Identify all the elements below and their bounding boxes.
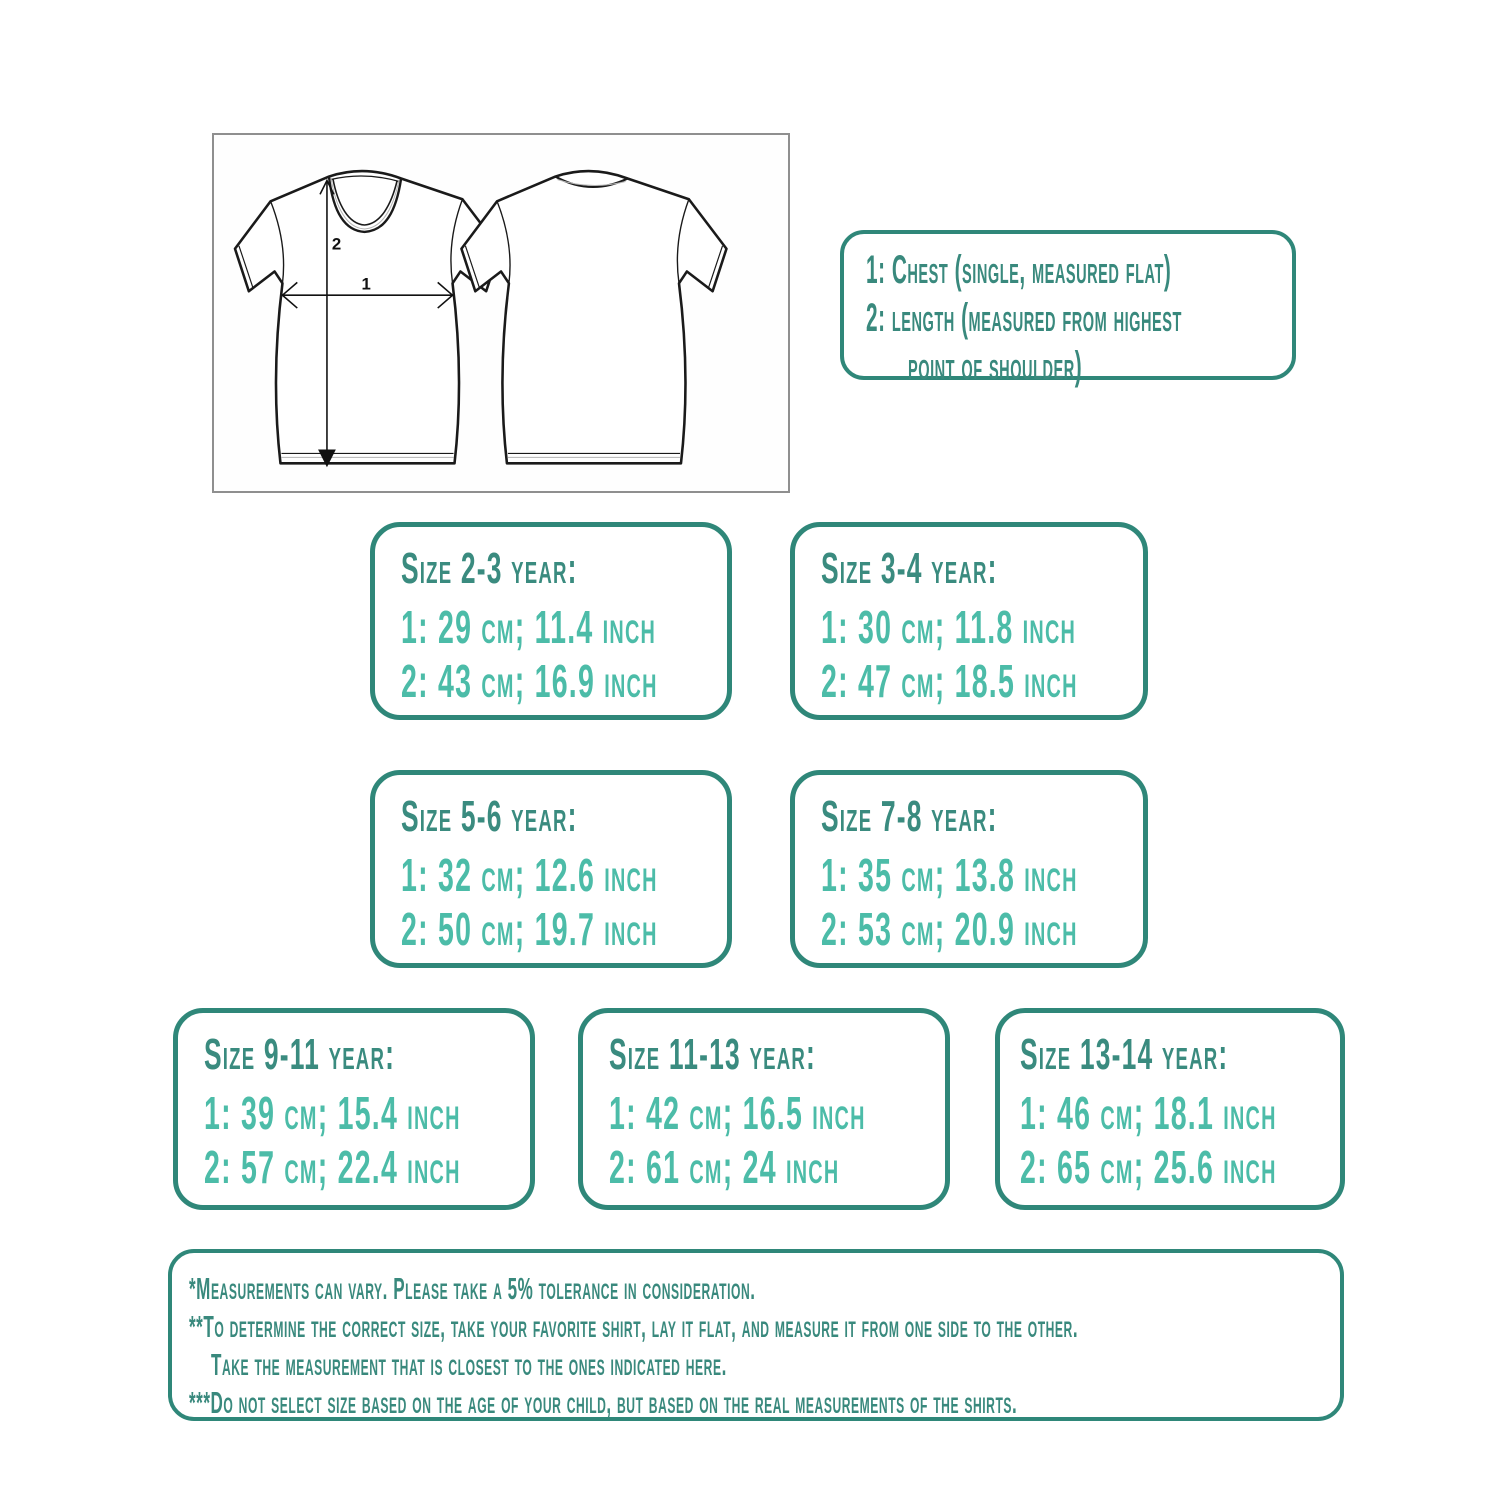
size-title: Size 2-3 year: xyxy=(401,544,578,593)
length-arrow xyxy=(318,178,336,468)
size-box-11-13: Size 11-13 year: 1: 42 cm; 16.5 inch 2: … xyxy=(578,1008,950,1210)
length-arrow-label: 2 xyxy=(332,235,341,254)
size-length: 2: 50 cm; 19.7 inch xyxy=(401,903,658,955)
size-chest: 1: 30 cm; 11.8 inch xyxy=(821,601,1077,653)
size-title: Size 3-4 year: xyxy=(821,544,998,593)
size-length: 2: 53 cm; 20.9 inch xyxy=(821,903,1078,955)
size-chest: 1: 29 cm; 11.4 inch xyxy=(401,601,657,653)
size-box-2-3: Size 2-3 year: 1: 29 cm; 11.4 inch 2: 43… xyxy=(370,522,732,720)
size-title: Size 13-14 year: xyxy=(1020,1030,1229,1079)
note-age-warning: ***Do not select size based on the age o… xyxy=(189,1385,1018,1420)
size-title: Size 9-11 year: xyxy=(204,1030,396,1079)
tshirt-front xyxy=(233,169,502,465)
note-tolerance: *Measurements can vary. Please take a 5%… xyxy=(189,1271,756,1306)
size-length: 2: 47 cm; 18.5 inch xyxy=(821,655,1078,707)
size-chest: 1: 35 cm; 13.8 inch xyxy=(821,849,1078,901)
size-chest: 1: 39 cm; 15.4 inch xyxy=(204,1087,461,1139)
measurement-legend-box: 1: Chest (single, measured flat) 2: leng… xyxy=(840,230,1296,388)
legend-line-chest: 1: Chest (single, measured flat) xyxy=(866,248,1172,292)
size-title: Size 7-8 year: xyxy=(821,792,998,841)
size-box-3-4: Size 3-4 year: 1: 30 cm; 11.8 inch 2: 47… xyxy=(790,522,1148,720)
size-box-7-8: Size 7-8 year: 1: 35 cm; 13.8 inch 2: 53… xyxy=(790,770,1148,968)
size-chest: 1: 32 cm; 12.6 inch xyxy=(401,849,658,901)
size-length: 2: 43 cm; 16.9 inch xyxy=(401,655,658,707)
notes-box: *Measurements can vary. Please take a 5%… xyxy=(168,1249,1344,1421)
size-length: 2: 61 cm; 24 inch xyxy=(609,1141,840,1193)
size-box-5-6: Size 5-6 year: 1: 32 cm; 12.6 inch 2: 50… xyxy=(370,770,732,968)
chest-arrow xyxy=(281,281,454,309)
size-chest: 1: 46 cm; 18.1 inch xyxy=(1020,1087,1277,1139)
size-title: Size 5-6 year: xyxy=(401,792,578,841)
note-measure-how: **To determine the correct size, take yo… xyxy=(189,1309,1079,1344)
tshirt-diagram: 2 1 xyxy=(233,169,728,468)
size-title: Size 11-13 year: xyxy=(609,1030,816,1079)
size-box-9-11: Size 9-11 year: 1: 39 cm; 15.4 inch 2: 5… xyxy=(173,1008,535,1210)
legend-line-length-cont: point of shoulder) xyxy=(908,344,1083,388)
size-length: 2: 57 cm; 22.4 inch xyxy=(204,1141,461,1193)
size-chest: 1: 42 cm; 16.5 inch xyxy=(609,1087,866,1139)
legend-line-length: 2: length (measured from highest xyxy=(866,296,1182,340)
tshirt-back xyxy=(460,169,728,465)
size-box-13-14: Size 13-14 year: 1: 46 cm; 18.1 inch 2: … xyxy=(995,1008,1345,1210)
note-measure-how-cont: Take the measurement that is closest to … xyxy=(211,1347,727,1382)
size-length: 2: 65 cm; 25.6 inch xyxy=(1020,1141,1277,1193)
tshirt-diagram-frame: 2 1 xyxy=(212,133,790,493)
chest-arrow-label: 1 xyxy=(362,274,371,293)
